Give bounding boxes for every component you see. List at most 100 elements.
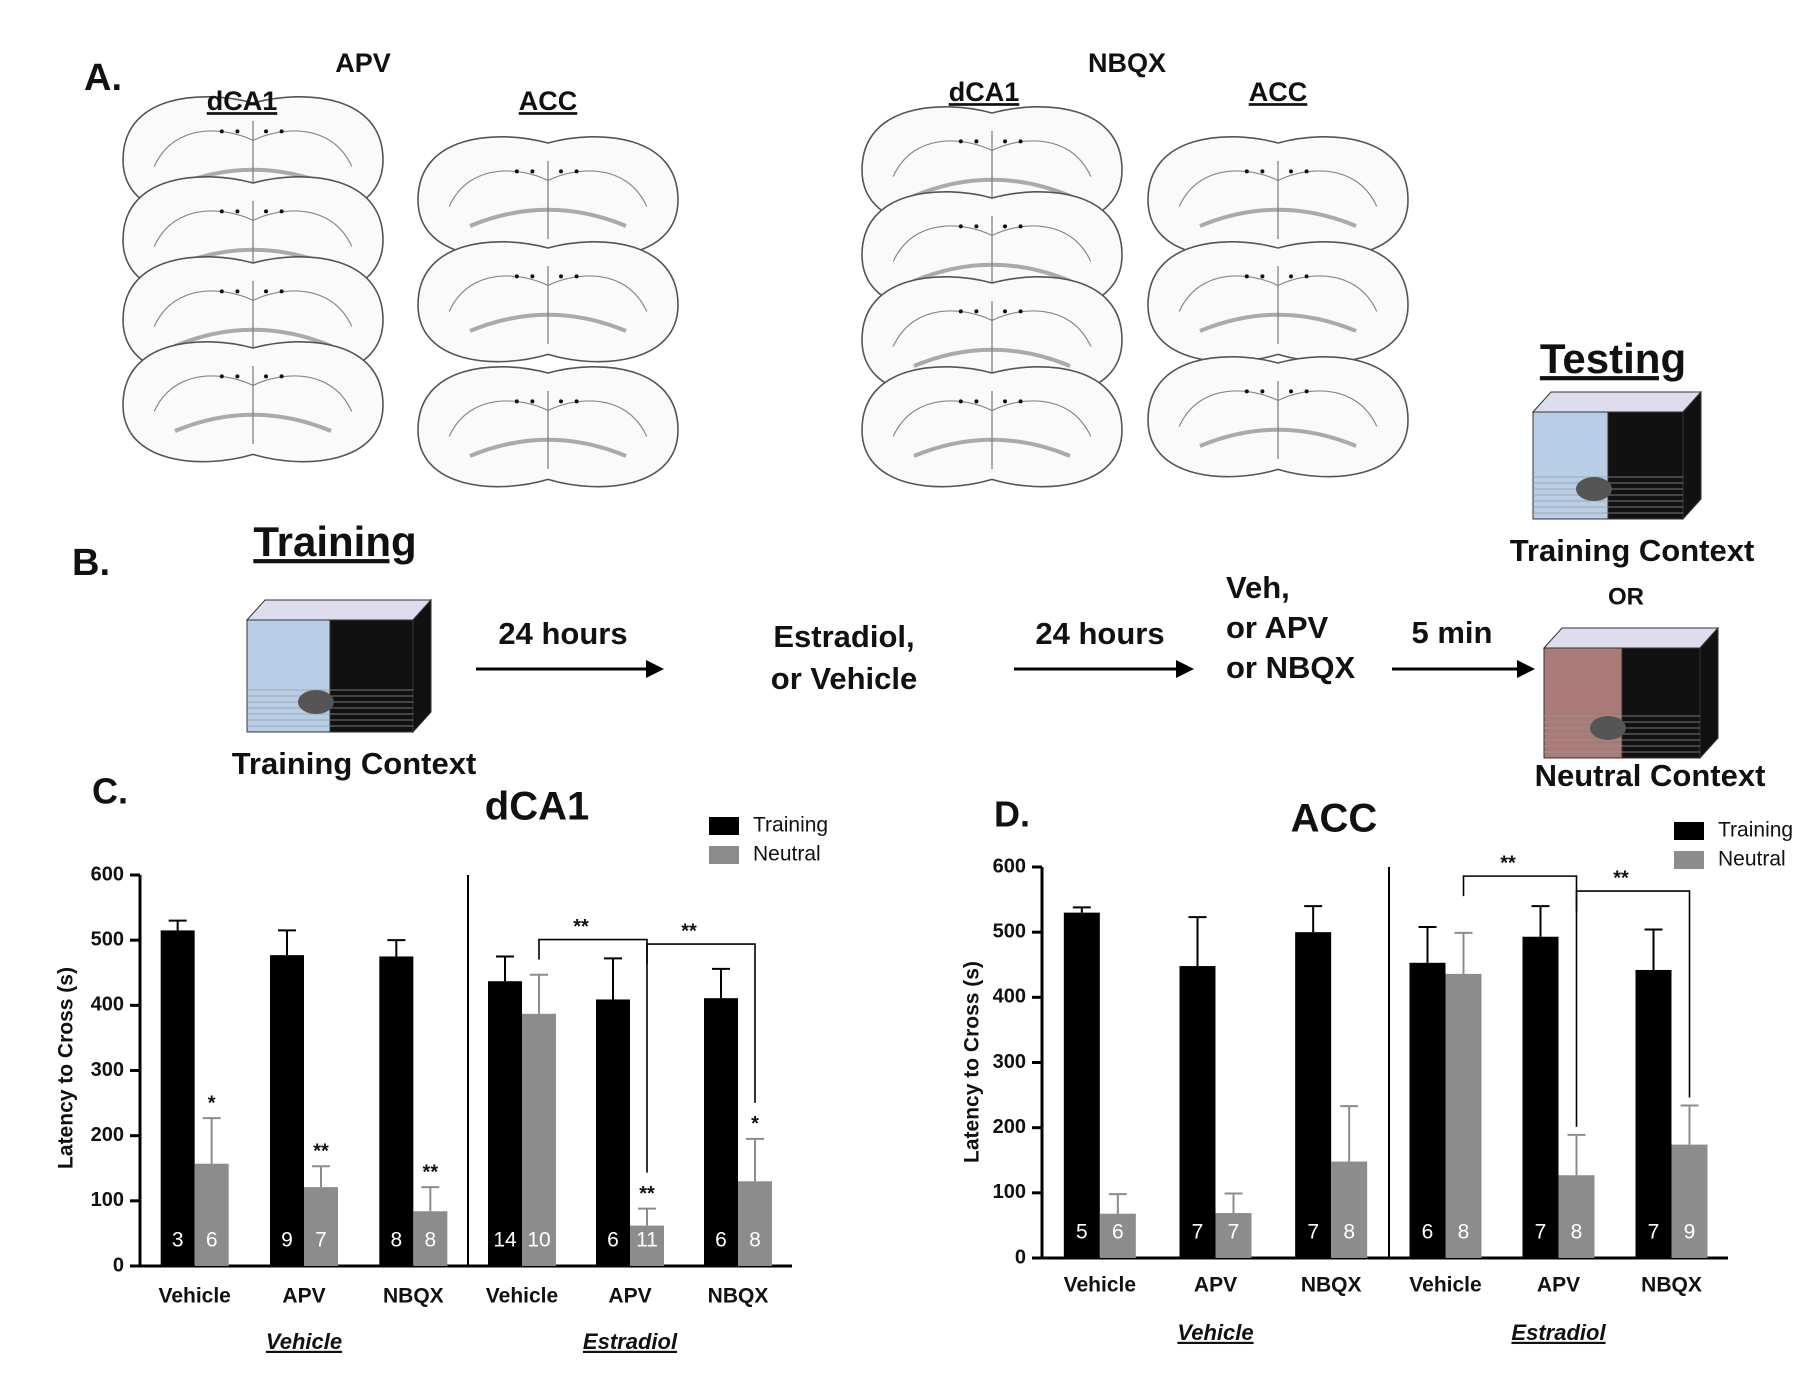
bar	[270, 955, 304, 1266]
region-label: dCA1	[949, 77, 1020, 107]
n-label: 8	[1571, 1221, 1583, 1244]
x-tick-label: NBQX	[383, 1285, 444, 1308]
bracket-label: **	[1500, 852, 1516, 874]
legend-label: Training	[753, 814, 828, 837]
infusion-dot	[958, 139, 963, 144]
n-label: 6	[1112, 1221, 1124, 1244]
y-tick-label: 500	[91, 928, 124, 950]
infusion-dot	[530, 169, 535, 174]
infusion-dot	[958, 309, 963, 314]
treatment-label: or APV	[1226, 610, 1329, 645]
infusion-dot	[219, 374, 224, 379]
brain-section	[417, 136, 679, 258]
bracket-label: **	[1613, 867, 1629, 889]
infusion-dot	[559, 399, 563, 404]
significance-label: **	[639, 1183, 655, 1205]
bar	[596, 999, 630, 1266]
shuttle-box	[245, 598, 433, 734]
box-left	[1543, 647, 1623, 759]
infusion-dot	[279, 289, 284, 294]
infusion-dot	[1260, 274, 1265, 279]
infusion-dot	[559, 274, 563, 279]
n-label: 8	[1458, 1221, 1470, 1244]
x-tick-label: Vehicle	[1409, 1274, 1481, 1297]
x-tick-label: NBQX	[708, 1285, 769, 1308]
y-tick-label: 300	[993, 1051, 1026, 1073]
infusion-dot	[574, 169, 579, 174]
infusion-dot	[264, 289, 268, 294]
infusion-dot	[219, 289, 224, 294]
box-right	[1607, 411, 1684, 520]
treatment-label: Estradiol,	[773, 619, 914, 654]
infusion-dot	[958, 399, 963, 404]
x-tick-label: APV	[282, 1285, 325, 1308]
x-tick-label: APV	[1537, 1274, 1580, 1297]
x-tick-label: NBQX	[1301, 1274, 1362, 1297]
significance-label: **	[313, 1141, 329, 1163]
bar	[1331, 1161, 1368, 1258]
x-tick-label: NBQX	[1641, 1274, 1702, 1297]
bar	[1671, 1144, 1708, 1258]
infusion-dot	[235, 374, 240, 379]
infusion-dot	[1018, 224, 1023, 229]
group-label: Estradiol	[583, 1329, 678, 1354]
comparison-bracket	[538, 938, 648, 1173]
bar	[1179, 966, 1216, 1258]
y-tick-label: 600	[993, 855, 1026, 877]
treatment-label: or NBQX	[1226, 650, 1356, 685]
bar	[1558, 1175, 1595, 1258]
delay-label: 24 hours	[1035, 616, 1164, 651]
infusion-dot	[574, 274, 579, 279]
arrow-head	[1517, 660, 1535, 678]
infusion-dot	[235, 129, 240, 134]
y-tick-label: 300	[91, 1059, 124, 1081]
n-label: 8	[1343, 1221, 1355, 1244]
infusion-dot	[958, 224, 963, 229]
infusion-dot	[279, 209, 284, 214]
bar	[1099, 1213, 1136, 1258]
group-label: Vehicle	[266, 1329, 342, 1354]
infusion-dot	[1003, 399, 1007, 404]
context-label: Training Context	[1510, 533, 1755, 568]
x-tick-label: APV	[608, 1285, 651, 1308]
n-label: 9	[1684, 1221, 1696, 1244]
infusion-dot	[974, 399, 979, 404]
box-top	[245, 599, 433, 621]
infusion-dot	[1289, 169, 1293, 174]
bar	[1635, 969, 1672, 1258]
n-label: 8	[390, 1229, 402, 1252]
y-tick-label: 600	[91, 863, 124, 885]
group-label: Vehicle	[1177, 1320, 1253, 1345]
comparison-bracket	[1575, 890, 1691, 1098]
box-left	[1532, 411, 1609, 520]
infusion-dot	[1244, 169, 1249, 174]
brain-section	[1147, 136, 1409, 258]
panel-label: B.	[72, 542, 110, 584]
infusion-dot	[264, 209, 268, 214]
infusion-dot	[1304, 389, 1309, 394]
infusion-dot	[1244, 389, 1249, 394]
n-label: 7	[1307, 1221, 1319, 1244]
comparison-bracket	[1462, 875, 1578, 1127]
illustrations	[122, 96, 1720, 760]
box-side	[1682, 390, 1702, 521]
infusion-dot	[1289, 274, 1293, 279]
panel-label: D.	[994, 794, 1030, 835]
infusion-dot	[1018, 309, 1023, 314]
y-tick-label: 100	[993, 1181, 1026, 1203]
region-label: dCA1	[207, 86, 278, 116]
n-label: 7	[1648, 1221, 1660, 1244]
bar	[488, 981, 522, 1266]
infusion-dot	[559, 169, 563, 174]
legend-label: Neutral	[753, 843, 821, 866]
delay-label: 5 min	[1412, 615, 1493, 650]
treatment-label: Veh,	[1226, 570, 1290, 605]
region-label: ACC	[519, 86, 578, 116]
legend-swatch	[1674, 851, 1704, 869]
infusion-dot	[530, 274, 535, 279]
drug-label: APV	[335, 48, 391, 78]
n-label: 14	[493, 1229, 517, 1252]
infusion-dot	[1003, 139, 1007, 144]
brain-section	[417, 241, 679, 363]
